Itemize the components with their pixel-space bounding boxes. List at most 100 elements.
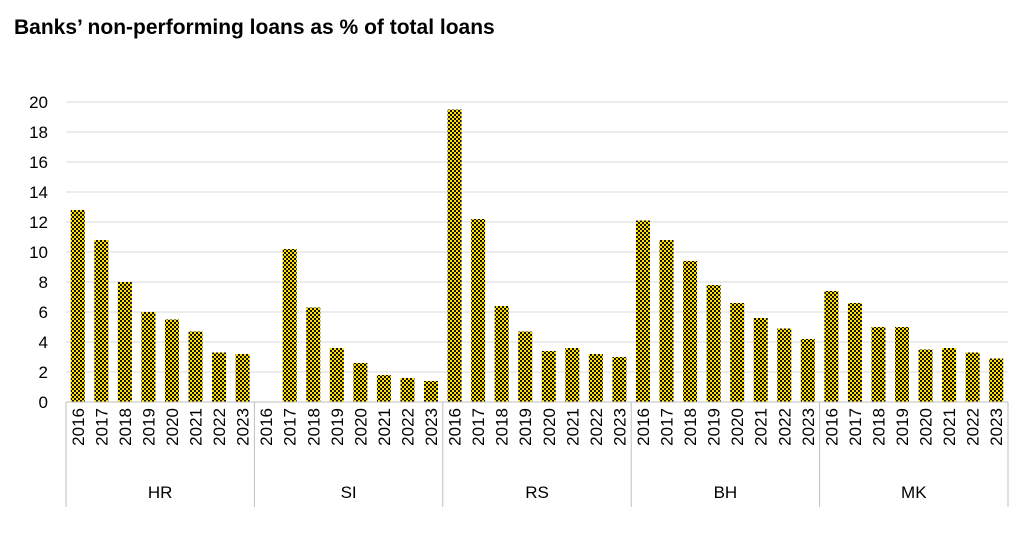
bar xyxy=(588,354,603,402)
x-tick-label: 2019 xyxy=(705,408,724,446)
x-tick-label: 2020 xyxy=(728,408,747,446)
y-tick-label: 0 xyxy=(39,393,48,412)
x-tick-label: 2021 xyxy=(187,408,206,446)
group-label: SI xyxy=(341,483,357,502)
x-tick-label: 2021 xyxy=(940,408,959,446)
x-tick-label: 2016 xyxy=(634,408,653,446)
bar xyxy=(989,358,1004,402)
x-tick-label: 2017 xyxy=(658,408,677,446)
x-tick-label: 2020 xyxy=(917,408,936,446)
bar xyxy=(565,348,580,402)
x-tick-label: 2023 xyxy=(610,408,629,446)
bars xyxy=(70,109,1004,402)
group-label: HR xyxy=(148,483,173,502)
x-tick-label: 2022 xyxy=(398,408,417,446)
y-tick-label: 8 xyxy=(39,273,48,292)
x-tick-label: 2018 xyxy=(869,408,888,446)
bar xyxy=(424,381,439,402)
bar xyxy=(942,348,957,402)
bar xyxy=(918,349,933,402)
bar xyxy=(871,327,886,402)
x-tick-label: 2020 xyxy=(540,408,559,446)
x-tick-label: 2022 xyxy=(775,408,794,446)
bar xyxy=(635,220,650,402)
y-tick-label: 10 xyxy=(29,243,48,262)
bar xyxy=(212,352,227,402)
x-tick-label: 2022 xyxy=(964,408,983,446)
x-tick-label: 2017 xyxy=(281,408,300,446)
bar xyxy=(895,327,910,402)
bar xyxy=(518,331,533,402)
y-tick-label: 2 xyxy=(39,363,48,382)
group-label: MK xyxy=(901,483,927,502)
bar xyxy=(400,378,415,402)
bar xyxy=(683,261,698,402)
x-tick-label: 2021 xyxy=(375,408,394,446)
group-label: RS xyxy=(525,483,549,502)
bar xyxy=(494,306,509,402)
bar xyxy=(329,348,344,402)
x-tick-label: 2018 xyxy=(681,408,700,446)
x-tick-label: 2017 xyxy=(92,408,111,446)
gridlines xyxy=(66,101,1008,373)
bar xyxy=(753,318,768,402)
x-tick-label: 2021 xyxy=(752,408,771,446)
bar xyxy=(800,339,815,402)
bar xyxy=(706,285,721,402)
y-axis: 0 2 4 6 8 10 12 14 16 18 20 xyxy=(29,93,48,412)
bar xyxy=(824,291,839,402)
bar xyxy=(353,363,368,402)
x-tick-label: 2023 xyxy=(234,408,253,446)
x-tick-label: 2019 xyxy=(893,408,912,446)
y-tick-label: 20 xyxy=(29,93,48,112)
y-tick-label: 4 xyxy=(39,333,48,352)
x-tick-label: 2022 xyxy=(210,408,229,446)
bar xyxy=(541,351,556,402)
bar xyxy=(777,328,792,402)
bar xyxy=(117,282,132,402)
chart-title: Banks’ non-performing loans as % of tota… xyxy=(14,16,495,39)
x-tick-label: 2019 xyxy=(139,408,158,446)
bar xyxy=(447,109,462,402)
x-tick-label: 2018 xyxy=(304,408,323,446)
bar xyxy=(164,319,179,402)
bar xyxy=(70,210,85,402)
x-tick-label: 2020 xyxy=(351,408,370,446)
group-label: BH xyxy=(714,483,738,502)
x-tick-label: 2022 xyxy=(587,408,606,446)
x-tick-label: 2023 xyxy=(987,408,1006,446)
bar xyxy=(306,307,321,402)
x-tick-label: 2019 xyxy=(328,408,347,446)
x-tick-label: 2017 xyxy=(469,408,488,446)
bar xyxy=(659,240,674,402)
y-tick-label: 14 xyxy=(29,183,48,202)
x-tick-label: 2019 xyxy=(516,408,535,446)
x-tick-label: 2016 xyxy=(257,408,276,446)
bar xyxy=(376,375,391,402)
bar xyxy=(965,352,980,402)
y-tick-label: 18 xyxy=(29,123,48,142)
x-tick-label: 2023 xyxy=(422,408,441,446)
bar xyxy=(471,219,486,402)
x-tick-label: 2021 xyxy=(563,408,582,446)
x-tick-label: 2018 xyxy=(493,408,512,446)
bar xyxy=(141,312,156,402)
x-tick-label: 2020 xyxy=(163,408,182,446)
y-tick-label: 6 xyxy=(39,303,48,322)
bar xyxy=(94,240,109,402)
y-tick-label: 12 xyxy=(29,213,48,232)
bar xyxy=(235,354,250,402)
bar xyxy=(282,249,297,402)
x-tick-label: 2016 xyxy=(446,408,465,446)
bar xyxy=(847,303,862,402)
bar xyxy=(188,331,203,402)
y-tick-label: 16 xyxy=(29,153,48,172)
bar xyxy=(612,357,627,402)
bar xyxy=(730,303,745,402)
x-tick-label: 2017 xyxy=(846,408,865,446)
x-tick-label: 2016 xyxy=(69,408,88,446)
x-tick-label: 2023 xyxy=(799,408,818,446)
x-tick-label: 2016 xyxy=(822,408,841,446)
